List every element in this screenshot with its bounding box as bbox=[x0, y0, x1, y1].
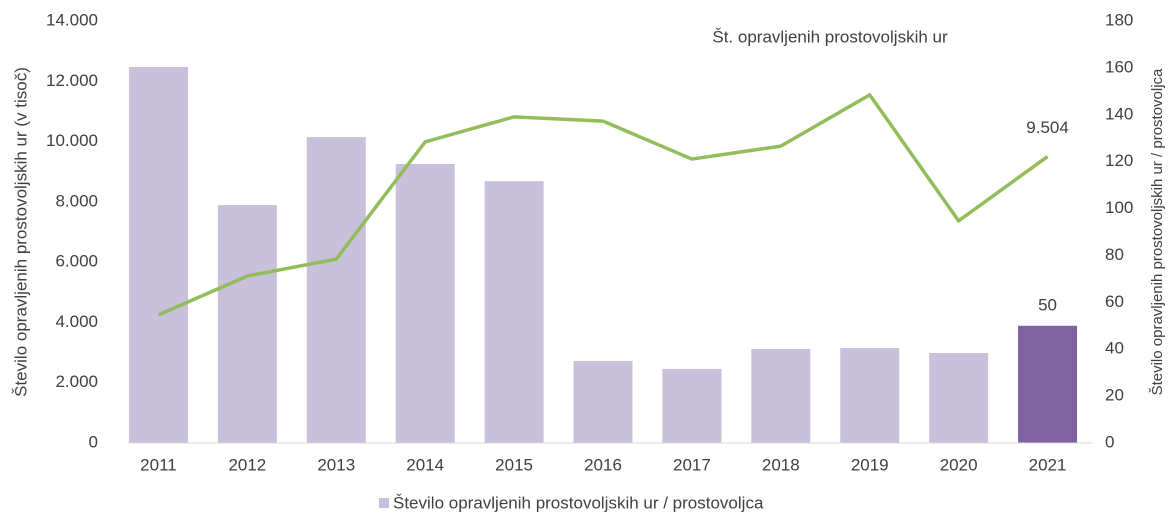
data-label: 50 bbox=[1038, 295, 1057, 314]
bar bbox=[484, 181, 544, 443]
series-label: Št. opravljenih prostovoljskih ur bbox=[712, 27, 948, 46]
x-tick-label: 2016 bbox=[584, 455, 622, 474]
y2-tick-label: 180 bbox=[1105, 10, 1133, 29]
y-tick-label: 8.000 bbox=[55, 191, 98, 210]
line bbox=[157, 93, 1049, 317]
bar bbox=[128, 66, 188, 443]
y2-axis-title: Število opravljenih prostovoljskih ur / … bbox=[1149, 68, 1166, 395]
y2-tick-label: 40 bbox=[1105, 339, 1124, 358]
y2-tick-label: 0 bbox=[1105, 432, 1114, 451]
bar bbox=[306, 137, 366, 444]
legend-label: Število opravljenih prostovoljskih ur / … bbox=[393, 493, 764, 512]
y-tick-label: 10.000 bbox=[46, 131, 98, 150]
y2-tick-label: 80 bbox=[1105, 245, 1124, 264]
bar bbox=[573, 360, 633, 443]
y2-tick-label: 60 bbox=[1105, 292, 1124, 311]
x-tick-label: 2020 bbox=[940, 455, 978, 474]
y2-tick-label: 160 bbox=[1105, 57, 1133, 76]
bar bbox=[751, 348, 811, 443]
bar bbox=[662, 368, 722, 443]
x-tick-label: 2011 bbox=[140, 455, 177, 474]
bar bbox=[395, 164, 455, 443]
x-tick-label: 2018 bbox=[762, 455, 800, 474]
y-tick-label: 0 bbox=[89, 432, 98, 451]
y-tick-label: 14.000 bbox=[46, 10, 98, 29]
x-tick-label: 2015 bbox=[495, 455, 533, 474]
data-label: 9.504 bbox=[1026, 118, 1069, 137]
y-tick-label: 12.000 bbox=[46, 71, 98, 90]
y-tick-label: 2.000 bbox=[55, 372, 98, 391]
x-tick-label: 2012 bbox=[228, 455, 266, 474]
x-tick-label: 2021 bbox=[1029, 455, 1067, 474]
y2-tick-label: 140 bbox=[1105, 104, 1133, 123]
y-axis-title: Število opravljenih prostovoljskih ur (v… bbox=[11, 67, 30, 397]
x-tick-label: 2014 bbox=[406, 455, 444, 474]
y2-tick-label: 120 bbox=[1105, 151, 1133, 170]
y-tick-label: 4.000 bbox=[55, 312, 98, 331]
bar bbox=[217, 205, 277, 443]
x-tick-label: 2019 bbox=[851, 455, 889, 474]
bar bbox=[840, 348, 900, 443]
x-tick-label: 2013 bbox=[317, 455, 355, 474]
y2-tick-label: 100 bbox=[1105, 198, 1133, 217]
x-tick-label: 2017 bbox=[673, 455, 711, 474]
y-tick-label: 6.000 bbox=[55, 252, 98, 271]
legend-swatch bbox=[379, 498, 389, 508]
bar bbox=[1018, 325, 1078, 443]
bar bbox=[929, 352, 989, 443]
y2-tick-label: 20 bbox=[1105, 386, 1124, 405]
